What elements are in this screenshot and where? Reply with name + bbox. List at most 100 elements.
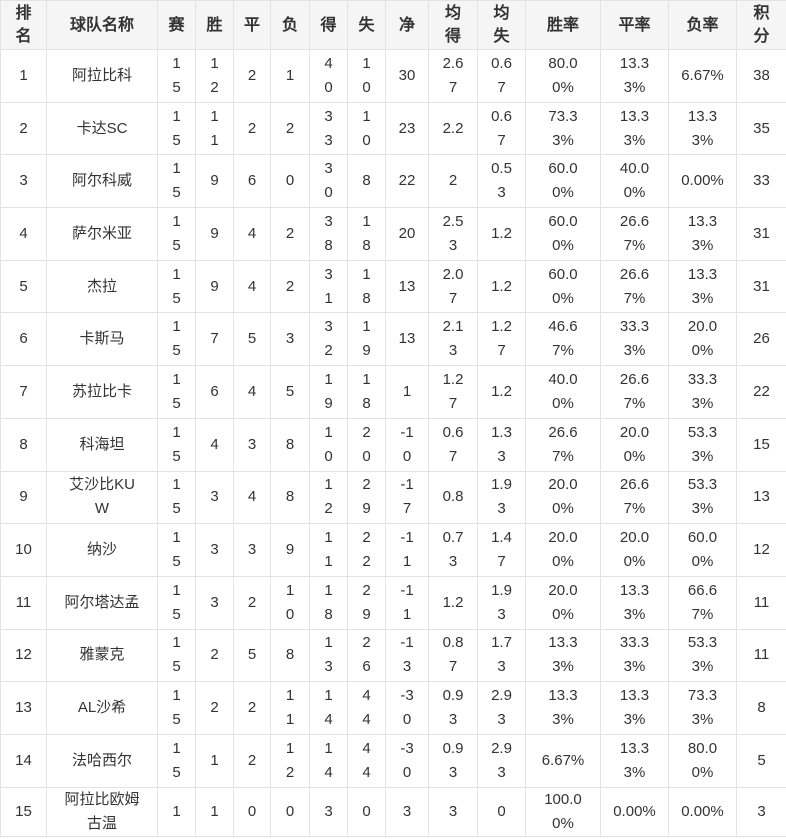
header-wins[interactable]: 胜 xyxy=(195,0,234,50)
cell-team-name: 阿尔科威 xyxy=(46,154,158,209)
cell-points: 15 xyxy=(736,417,786,472)
cell-value: 13 xyxy=(398,330,416,348)
cell-avg-for: 3 xyxy=(428,786,478,837)
header-played[interactable]: 赛 xyxy=(157,0,196,50)
cell-value: 80.00% xyxy=(548,54,578,96)
cell-draw-rate: 13.33% xyxy=(600,733,669,788)
cell-win-rate: 60.00% xyxy=(525,259,601,314)
cell-value: 26.67% xyxy=(619,370,650,412)
cell-avg-for: 2.13 xyxy=(428,312,478,367)
cell-avg-for: 2 xyxy=(428,154,478,209)
cell-value: 40 xyxy=(324,54,333,96)
cell-wins: 4 xyxy=(195,417,234,472)
cell-win-rate: 80.00% xyxy=(525,49,601,103)
cell-value: 2 xyxy=(247,699,257,717)
header-label: 球队名称 xyxy=(69,16,134,34)
table-header-row: 排名 球队名称 赛 胜 平 负 得 失 净 均得 均失 胜率 平率 负率 积分 xyxy=(0,0,786,50)
cell-loss-rate: 66.67% xyxy=(668,575,737,630)
cell-played: 15 xyxy=(157,628,196,683)
header-goals-against[interactable]: 失 xyxy=(347,0,386,50)
cell-avg-for: 2.2 xyxy=(428,101,478,156)
cell-value: 13.33% xyxy=(687,107,718,149)
table-row: 4 萨尔米亚 15 9 4 2 38 18 20 2.53 1.2 60.00% 26.67% 13.33… xyxy=(0,207,786,261)
cell-played: 15 xyxy=(157,470,196,525)
header-losses[interactable]: 负 xyxy=(270,0,310,50)
cell-value: 2 xyxy=(247,593,257,611)
cell-value: 20.00% xyxy=(619,529,650,571)
cell-played: 15 xyxy=(157,49,196,103)
cell-win-rate: 20.00% xyxy=(525,523,601,577)
cell-value: 3 xyxy=(210,488,219,506)
cell-value: 艾沙比KUW xyxy=(69,476,135,518)
cell-points: 8 xyxy=(736,681,786,735)
cell-value: 6 xyxy=(210,382,219,400)
header-avg-against[interactable]: 均失 xyxy=(477,0,526,50)
cell-value: 53.33% xyxy=(687,634,718,676)
cell-goals-against: 10 xyxy=(347,101,386,156)
cell-value: 23 xyxy=(398,119,416,137)
cell-goals-for: 12 xyxy=(309,470,348,525)
cell-points: 33 xyxy=(736,154,786,209)
cell-value: 73.33% xyxy=(548,107,578,149)
table-row: 1 阿拉比科 15 12 2 1 40 10 30 2.67 0.67 80.00% 13.33% 6.6… xyxy=(0,49,786,103)
cell-value: 38 xyxy=(753,66,770,84)
header-goal-diff[interactable]: 净 xyxy=(385,0,429,50)
cell-points: 3 xyxy=(736,786,786,837)
header-goals-for[interactable]: 得 xyxy=(309,0,348,50)
cell-wins: 12 xyxy=(195,49,234,103)
header-team-name[interactable]: 球队名称 xyxy=(46,0,158,50)
cell-value: 15 xyxy=(172,476,181,518)
cell-value: 3 xyxy=(247,541,257,559)
cell-value: 9 xyxy=(19,488,28,506)
cell-goal-diff: 1 xyxy=(385,365,429,419)
cell-value: 15 xyxy=(172,423,181,465)
cell-win-rate: 20.00% xyxy=(525,470,601,525)
cell-value: 3 xyxy=(448,802,458,820)
cell-goal-diff: 23 xyxy=(385,101,429,156)
cell-value: 0.67 xyxy=(491,54,512,96)
cell-loss-rate: 53.33% xyxy=(668,470,737,525)
header-win-rate[interactable]: 胜率 xyxy=(525,0,601,50)
cell-value: 15 xyxy=(172,265,181,307)
cell-value: 6.67% xyxy=(541,751,585,769)
cell-draws: 3 xyxy=(233,417,271,472)
cell-draw-rate: 13.33% xyxy=(600,681,669,735)
cell-win-rate: 60.00% xyxy=(525,154,601,209)
header-loss-rate[interactable]: 负率 xyxy=(668,0,737,50)
header-avg-for[interactable]: 均得 xyxy=(428,0,478,50)
cell-value: 阿尔科威 xyxy=(71,172,132,190)
cell-value: 15 xyxy=(172,318,181,360)
cell-value: 9 xyxy=(210,172,219,190)
cell-goals-for: 30 xyxy=(309,154,348,209)
cell-value: 15 xyxy=(172,687,181,729)
header-rank[interactable]: 排名 xyxy=(0,0,47,50)
cell-value: -10 xyxy=(400,423,414,465)
cell-value: 38 xyxy=(324,212,333,254)
cell-points: 31 xyxy=(736,207,786,261)
cell-goals-for: 13 xyxy=(309,628,348,683)
header-draws[interactable]: 平 xyxy=(233,0,271,50)
cell-value: 8 xyxy=(757,699,766,717)
cell-losses: 8 xyxy=(270,470,310,525)
cell-goals-against: 29 xyxy=(347,470,386,525)
cell-rank: 5 xyxy=(0,259,47,314)
cell-value: 13 xyxy=(753,488,770,506)
cell-value: 15 xyxy=(15,802,32,820)
cell-value: 9 xyxy=(285,541,295,559)
header-draw-rate[interactable]: 平率 xyxy=(600,0,669,50)
cell-value: 11 xyxy=(285,687,295,729)
header-points[interactable]: 积分 xyxy=(736,0,786,50)
cell-loss-rate: 80.00% xyxy=(668,733,737,788)
cell-goals-against: 26 xyxy=(347,628,386,683)
cell-goal-diff: 22 xyxy=(385,154,429,209)
cell-value: 40.00% xyxy=(548,370,578,412)
cell-value: 31 xyxy=(753,277,770,295)
cell-value: 20 xyxy=(362,423,371,465)
cell-goal-diff: -30 xyxy=(385,733,429,788)
cell-draw-rate: 33.33% xyxy=(600,628,669,683)
cell-value: 26.67% xyxy=(619,212,650,254)
cell-avg-against: 0.53 xyxy=(477,154,526,209)
cell-value: 8 xyxy=(19,435,28,453)
cell-rank: 3 xyxy=(0,154,47,209)
cell-goals-against: 18 xyxy=(347,259,386,314)
